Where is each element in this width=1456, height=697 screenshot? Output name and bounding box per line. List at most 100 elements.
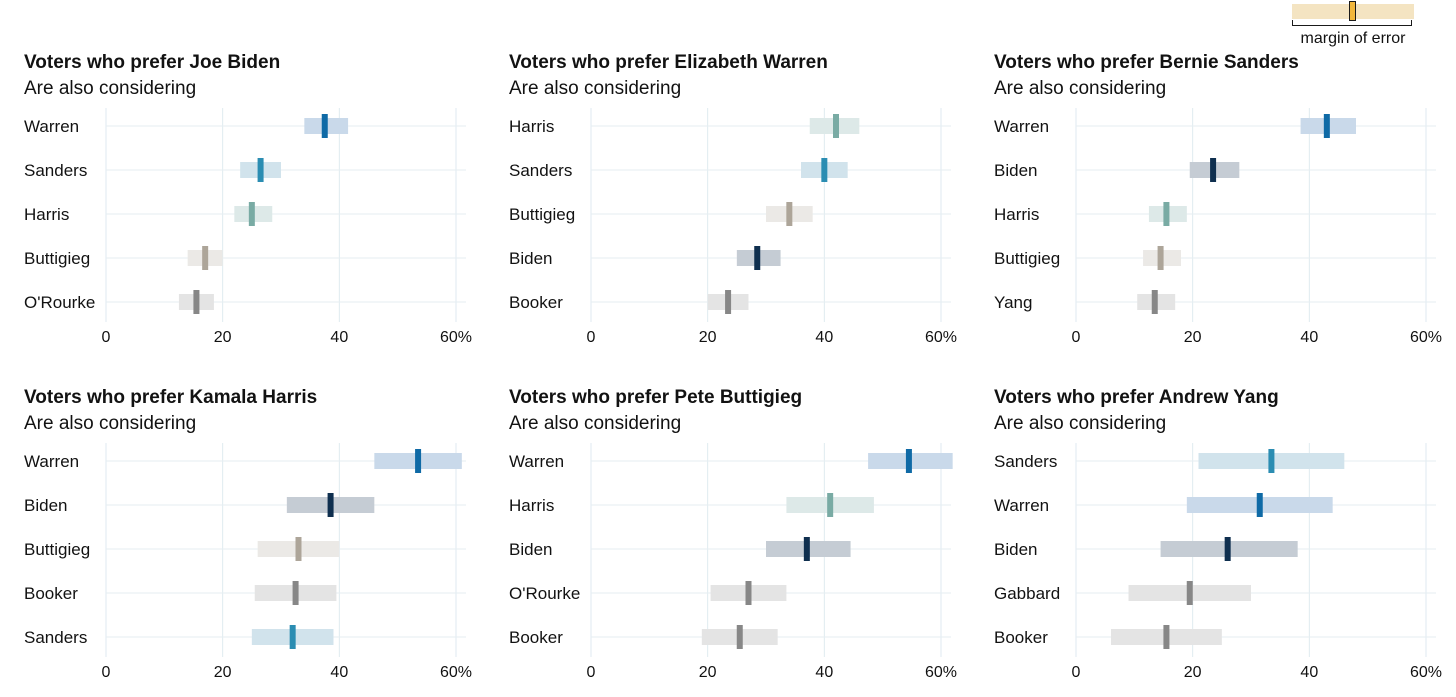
- panel-kamala-harris: Voters who prefer Kamala Harris Are also…: [24, 387, 484, 687]
- value-marker: [202, 246, 209, 270]
- tick-label: 0: [102, 329, 111, 346]
- value-marker: [248, 202, 255, 226]
- row-label: Biden: [994, 540, 1037, 559]
- panel-chart: Warren Biden Buttigieg Booker Sanders 0 20 40 60…: [24, 443, 472, 681]
- row-label: Gabbard: [994, 584, 1060, 603]
- panel-subtitle: Are also considering: [994, 413, 1167, 434]
- tick-label: 0: [102, 664, 111, 681]
- panel-pete-buttigieg: Voters who prefer Pete Buttigieg Are als…: [509, 387, 969, 687]
- tick-label: 20: [1184, 664, 1202, 681]
- margin-of-error-legend: margin of error: [1288, 0, 1420, 56]
- tick-label: 40: [815, 329, 833, 346]
- panel-joe-biden: Voters who prefer Joe Biden Are also con…: [24, 52, 484, 352]
- panel-title: Voters who prefer Kamala Harris: [24, 387, 318, 408]
- value-marker: [833, 114, 839, 138]
- row-label: Buttigieg: [24, 249, 90, 268]
- panel-subtitle: Are also considering: [509, 413, 682, 434]
- panel-title: Voters who prefer Pete Buttigieg: [509, 387, 803, 408]
- row-label: Buttigieg: [994, 249, 1060, 268]
- row-label: Warren: [994, 496, 1049, 515]
- row-label: Yang: [994, 293, 1032, 312]
- row-label: Booker: [509, 293, 563, 312]
- row-label: O'Rourke: [509, 584, 580, 603]
- tick-label: 0: [1072, 664, 1081, 681]
- panel-elizabeth-warren: Voters who prefer Elizabeth Warren Are a…: [509, 52, 969, 352]
- tick-label: 20: [699, 664, 717, 681]
- tick-label: 0: [587, 329, 596, 346]
- tick-label: 20: [214, 664, 232, 681]
- panel-title: Voters who prefer Joe Biden: [24, 52, 281, 73]
- value-marker: [193, 290, 200, 314]
- panel-subtitle: Are also considering: [994, 78, 1167, 99]
- legend-bracket: [1292, 20, 1412, 26]
- panel-chart: Sanders Warren Biden Gabbard Booker 0 20 40 60%: [994, 443, 1442, 681]
- row-label: Warren: [24, 452, 79, 471]
- row-label: Biden: [994, 161, 1037, 180]
- panel-title: Voters who prefer Andrew Yang: [994, 387, 1279, 408]
- row-label: Sanders: [24, 161, 87, 180]
- panel-title: Voters who prefer Bernie Sanders: [994, 52, 1299, 73]
- row-label: Warren: [509, 452, 564, 471]
- value-marker: [736, 625, 743, 649]
- tick-label: 40: [1300, 329, 1318, 346]
- panel-title: Voters who prefer Elizabeth Warren: [509, 52, 828, 73]
- tick-label: 40: [330, 664, 348, 681]
- legend-midpoint-marker: [1349, 1, 1356, 21]
- value-marker: [754, 246, 761, 270]
- value-marker: [327, 493, 334, 517]
- panel-subtitle: Are also considering: [24, 78, 197, 99]
- tick-label: 0: [1072, 329, 1081, 346]
- tick-label: 40: [330, 329, 348, 346]
- value-marker: [1256, 493, 1263, 517]
- value-marker: [1210, 158, 1217, 182]
- value-marker: [415, 449, 422, 473]
- tick-label: 20: [1184, 329, 1202, 346]
- value-marker: [1224, 537, 1231, 561]
- tick-label: 20: [214, 329, 232, 346]
- tick-label: 60%: [440, 664, 472, 681]
- value-marker: [725, 290, 732, 314]
- tick-label: 20: [699, 329, 717, 346]
- row-label: Booker: [994, 628, 1048, 647]
- panel-subtitle: Are also considering: [509, 78, 682, 99]
- value-marker: [257, 158, 264, 182]
- row-label: Warren: [24, 117, 79, 136]
- value-marker: [786, 202, 793, 226]
- row-label: Warren: [994, 117, 1049, 136]
- value-marker: [1163, 202, 1170, 226]
- value-marker: [803, 537, 810, 561]
- value-marker: [1323, 114, 1330, 138]
- tick-label: 60%: [925, 664, 957, 681]
- panel-andrew-yang: Voters who prefer Andrew Yang Are also c…: [994, 387, 1454, 687]
- value-marker: [827, 493, 834, 517]
- tick-label: 60%: [925, 329, 957, 346]
- row-label: Sanders: [24, 628, 87, 647]
- row-label: Booker: [24, 584, 78, 603]
- row-label: Sanders: [509, 161, 572, 180]
- row-label: Buttigieg: [24, 540, 90, 559]
- panel-subtitle: Are also considering: [24, 413, 197, 434]
- value-marker: [1186, 581, 1193, 605]
- row-label: Booker: [509, 628, 563, 647]
- row-label: Biden: [24, 496, 67, 515]
- panel-chart: Harris Sanders Buttigieg Biden Booker 0 20 40 60…: [509, 108, 957, 346]
- tick-label: 40: [815, 664, 833, 681]
- value-marker: [1151, 290, 1158, 314]
- value-marker: [745, 581, 752, 605]
- value-marker: [1268, 449, 1275, 473]
- row-label: Sanders: [994, 452, 1057, 471]
- tick-label: 60%: [1410, 329, 1442, 346]
- value-marker: [292, 581, 299, 605]
- tick-label: 60%: [440, 329, 472, 346]
- value-marker: [321, 114, 328, 138]
- tick-label: 40: [1300, 664, 1318, 681]
- panel-chart: Warren Biden Harris Buttigieg Yang 0 20 40 60%: [994, 108, 1442, 346]
- row-label: Harris: [994, 205, 1039, 224]
- row-label: O'Rourke: [24, 293, 95, 312]
- panel-chart: Warren Sanders Harris Buttigieg O'Rourke 0 20 4…: [24, 108, 472, 346]
- row-label: Harris: [509, 117, 554, 136]
- row-label: Buttigieg: [509, 205, 575, 224]
- panel-chart: Warren Harris Biden O'Rourke Booker 0 20 40 60%: [509, 443, 957, 681]
- value-marker: [1157, 246, 1164, 270]
- value-marker: [821, 158, 828, 182]
